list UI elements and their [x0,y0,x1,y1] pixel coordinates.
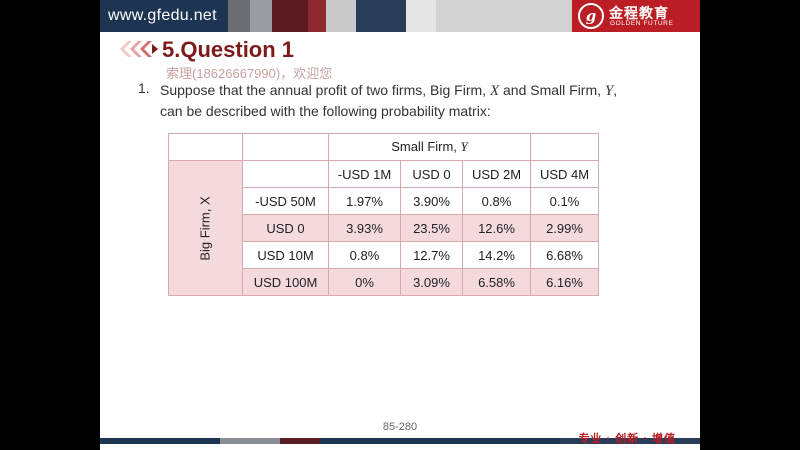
probability-matrix: Small Firm, Y Big Firm, X -USD 1M USD 0 … [168,133,599,296]
table-cell: 12.7% [400,241,463,269]
row-header: USD 0 [242,214,329,242]
brand-block: g 金程教育 GOLDEN FUTURE [572,0,700,32]
bottom-banner [100,436,700,450]
slide: www.gfedu.net g 金程教育 GOLDEN FUTURE 5.Que… [100,0,700,450]
table-column-row: Big Firm, X -USD 1M USD 0 USD 2M USD 4M [168,160,599,296]
var-x: X [489,83,500,99]
blank-cell [168,133,243,161]
table-cell: 2.99% [530,214,599,242]
top-banner [100,0,700,32]
table-cell: 3.09% [400,268,463,296]
blank-cell [242,133,329,161]
column-header: USD 0 [400,160,463,188]
site-url: www.gfedu.net [108,7,217,24]
brand-logo-icon: g [578,3,604,29]
tagline: 专业 · 创新 · 增值 [578,433,676,445]
column-header: -USD 1M [328,160,401,188]
column-group-header: Small Firm, Y [328,133,531,161]
column-header: USD 2M [462,160,531,188]
table-cell: 3.93% [328,214,401,242]
table-cell: 6.68% [530,241,599,269]
table-cell: 14.2% [462,241,531,269]
row-header: USD 10M [242,241,329,269]
brand-name: 金程教育 [609,5,669,21]
table-row: USD 100M 0% 3.09% 6.58% 6.16% [169,268,599,296]
row-header: USD 100M [242,268,329,296]
table-cell: 1.97% [328,187,401,215]
column-header: USD 4M [530,160,599,188]
table-cell: 0% [328,268,401,296]
table-cell: 23.5% [400,214,463,242]
table-row: USD 10M 0.8% 12.7% 14.2% 6.68% [169,241,599,269]
question-text: Suppose that the annual profit of two fi… [160,82,618,119]
row-header: -USD 50M [242,187,329,215]
table-row: USD 0 3.93% 23.5% 12.6% 2.99% [169,214,599,242]
table-header-row: Small Firm, Y [168,133,599,161]
row-group-header: Big Firm, X [168,160,243,296]
slide-title: 5.Question 1 [162,37,295,62]
brand-subtitle: GOLDEN FUTURE [610,20,674,27]
question-number: 1. [138,80,150,96]
table-cell: 0.8% [328,241,401,269]
blank-cell [530,133,599,161]
blank-cell [242,160,329,188]
table-cell: 6.16% [530,268,599,296]
page-number: 85-280 [382,421,418,433]
watermark: 索理(18626667990)，欢迎您 [166,66,333,81]
table-cell: 3.90% [400,187,463,215]
table-row: -USD 50M 1.97% 3.90% 0.8% 0.1% [169,187,599,215]
table-cell: 0.8% [462,187,531,215]
table-cell: 0.1% [530,187,599,215]
var-y: Y [604,83,614,99]
table-cell: 6.58% [462,268,531,296]
title-chevron-icon [120,41,158,57]
table-cell: 12.6% [462,214,531,242]
